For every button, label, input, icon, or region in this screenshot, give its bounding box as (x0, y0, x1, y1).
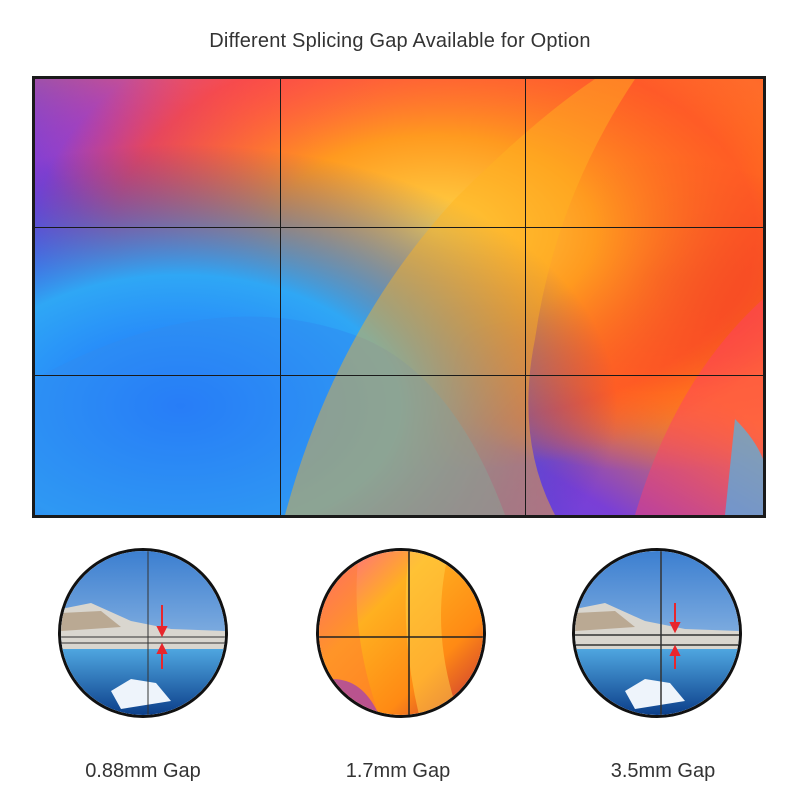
snowy-landscape-image (61, 551, 225, 715)
gap-magnifier-0.88mm (58, 548, 228, 718)
video-wall (32, 76, 766, 518)
panel-seam (525, 79, 526, 515)
panel-seam (280, 79, 281, 515)
gap-magnifier-1.7mm (316, 548, 486, 718)
colorful-brush-art-image (319, 551, 483, 715)
video-wall-artwork (35, 79, 763, 515)
gap-label-0.88mm: 0.88mm Gap (85, 760, 201, 782)
panel-seam (35, 227, 763, 228)
snowy-landscape-image (575, 551, 739, 715)
panel-seam (35, 375, 763, 376)
gap-label-1.7mm: 1.7mm Gap (345, 760, 451, 782)
gap-magnifier-3.5mm (572, 548, 742, 718)
gap-label-3.5mm: 3.5mm Gap (610, 760, 716, 782)
page-title: Different Splicing Gap Available for Opt… (209, 30, 591, 52)
